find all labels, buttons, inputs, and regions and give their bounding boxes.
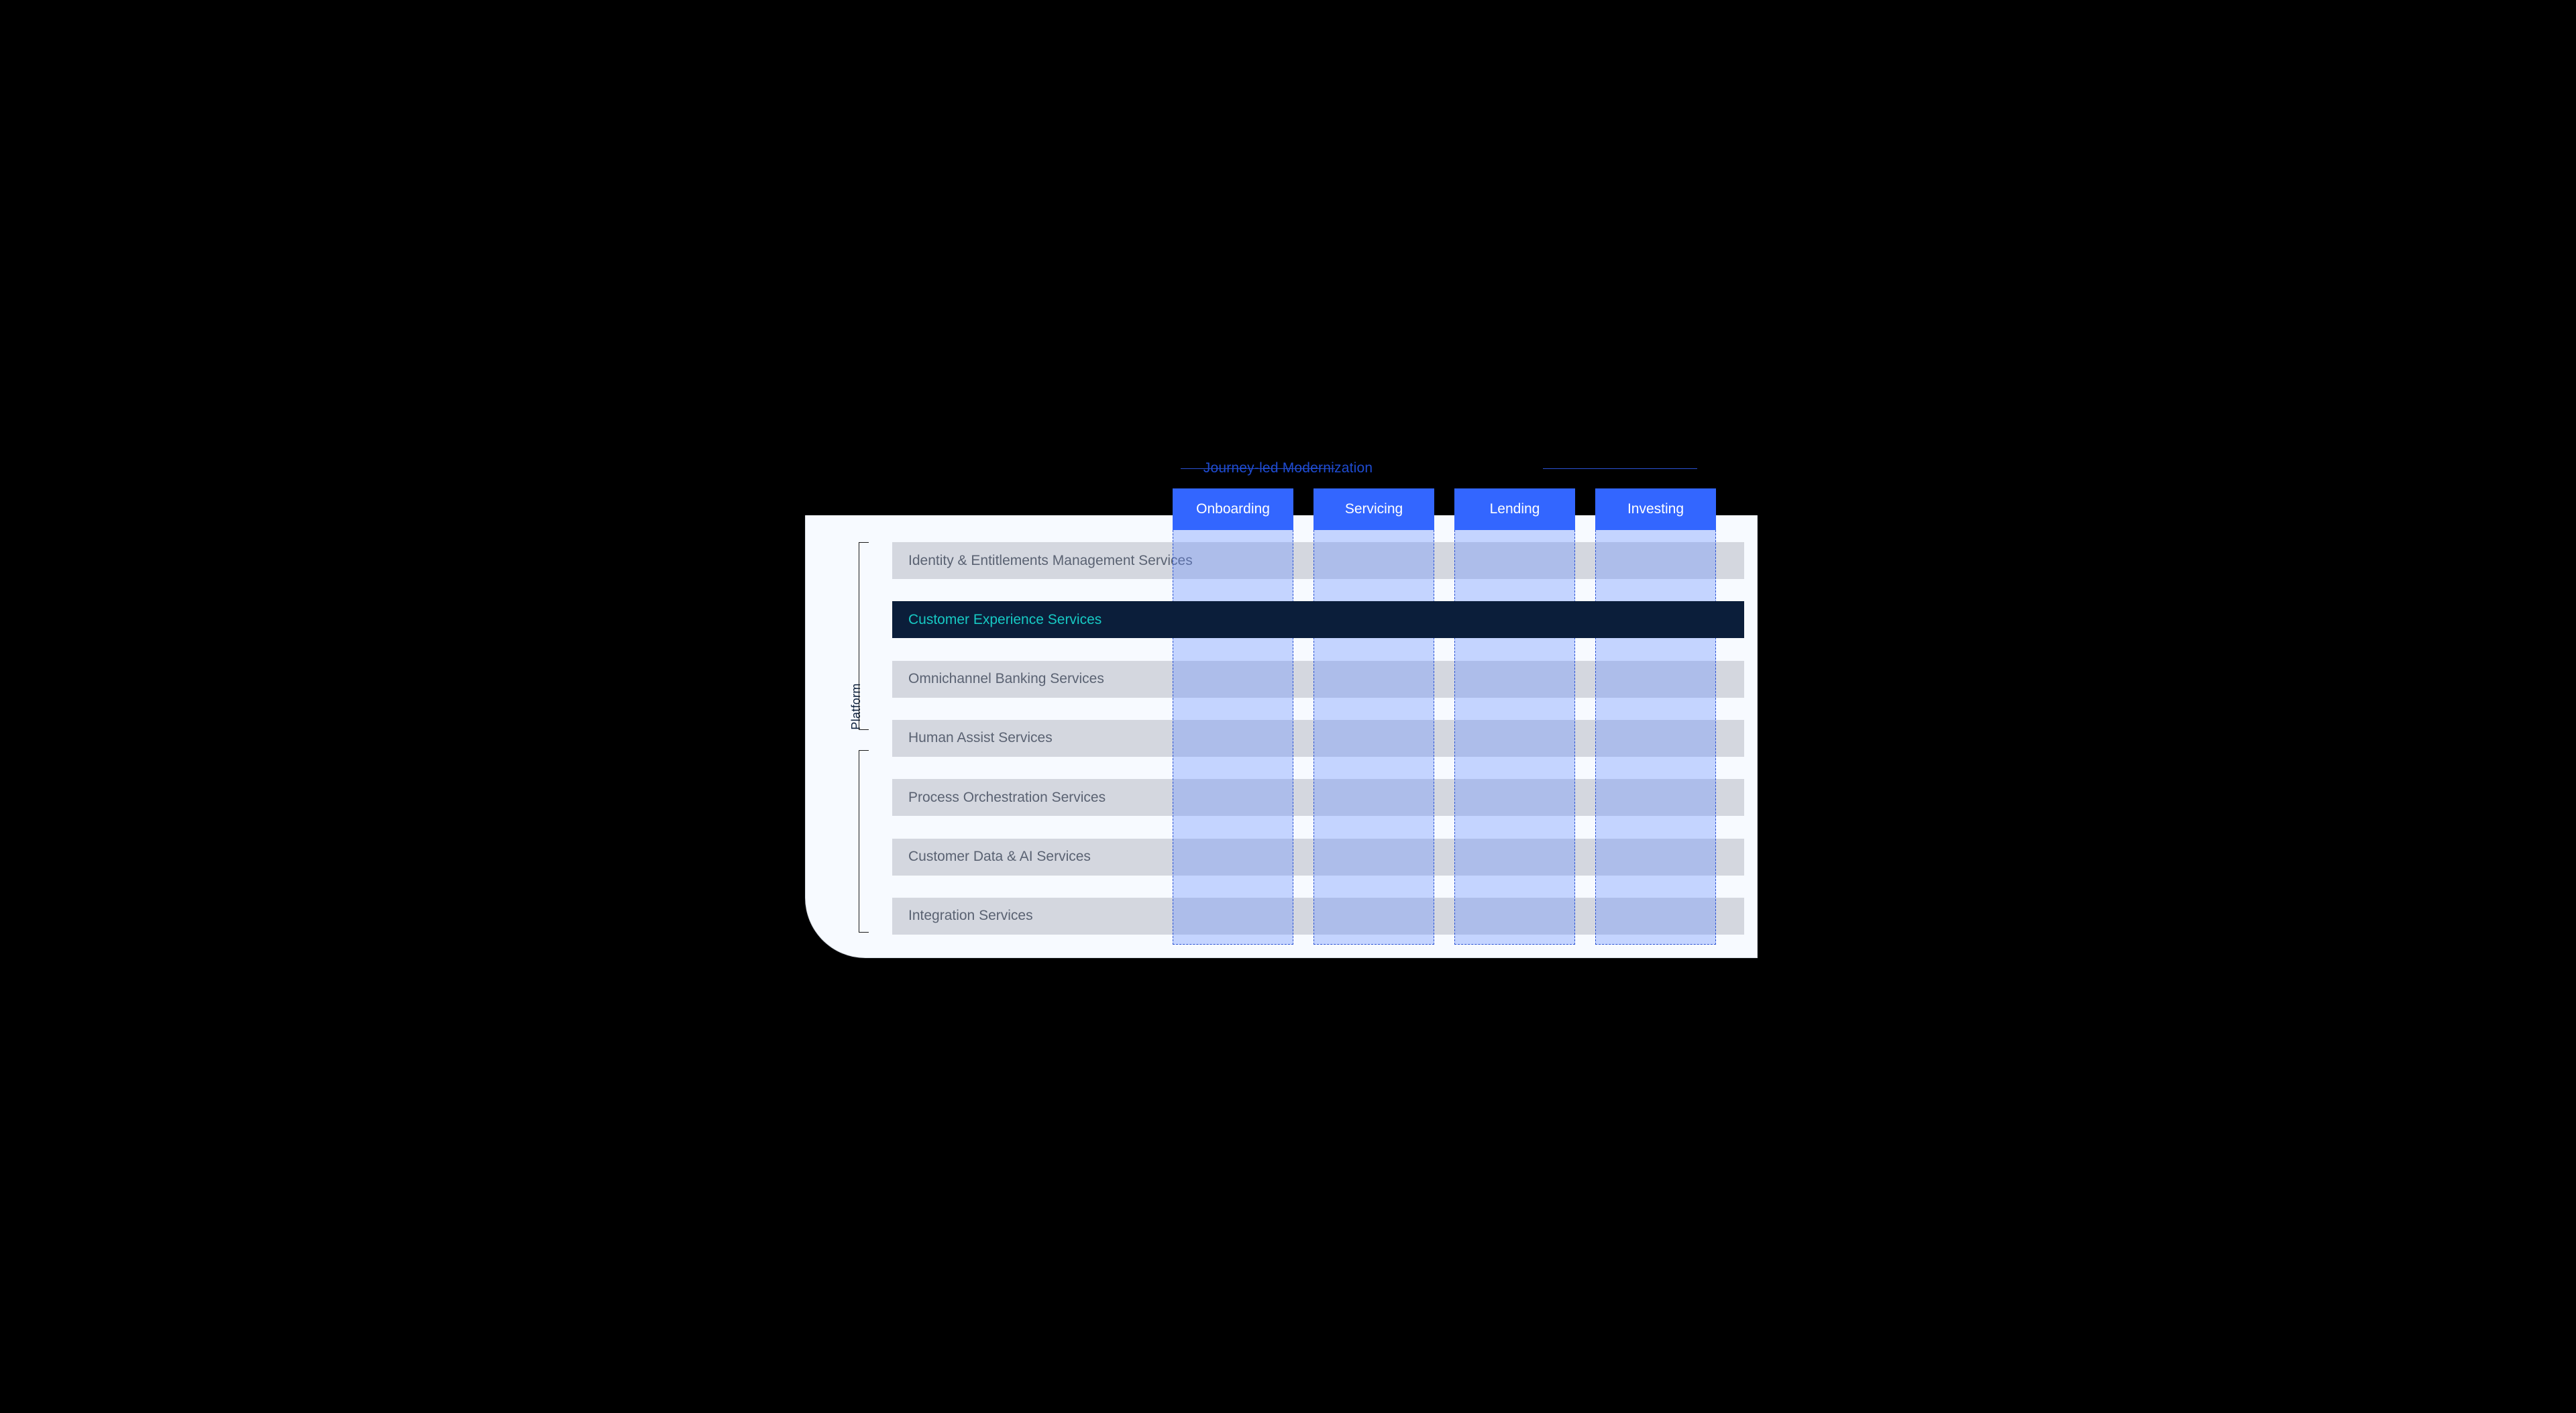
journey-tab-label: Investing [1627,501,1684,517]
service-row-label: Omnichannel Banking Services [908,671,1104,687]
service-row-label: Process Orchestration Services [908,790,1106,806]
journey-tabs: Onboarding Servicing Lending Investing [792,488,1784,530]
journey-tab-servicing: Servicing [1313,488,1434,530]
diagram-stage: Journey-led Modernization Onboarding Ser… [792,441,1784,972]
service-row-label: Human Assist Services [908,730,1053,746]
journey-tab-label: Lending [1490,501,1540,517]
platform-bracket-bottom [859,750,879,933]
journey-tab-label: Onboarding [1196,501,1270,517]
service-row-label: Identity & Entitlements Management Servi… [908,553,1193,569]
service-row-label: Customer Experience Services [908,612,1102,628]
journey-column-servicing [1313,530,1434,945]
service-row-label: Integration Services [908,908,1033,924]
service-row-highlight: Customer Experience Services [892,601,1744,638]
header-rule-right [1543,468,1697,469]
journey-tab-lending: Lending [1454,488,1575,530]
journey-tab-onboarding: Onboarding [1173,488,1293,530]
journey-tab-label: Servicing [1345,501,1403,517]
journey-column-onboarding [1173,530,1293,945]
service-row-label: Customer Data & AI Services [908,849,1091,865]
journey-column-investing [1595,530,1716,945]
journey-tab-investing: Investing [1595,488,1716,530]
journey-column-lending [1454,530,1575,945]
platform-bracket-top [859,542,879,730]
